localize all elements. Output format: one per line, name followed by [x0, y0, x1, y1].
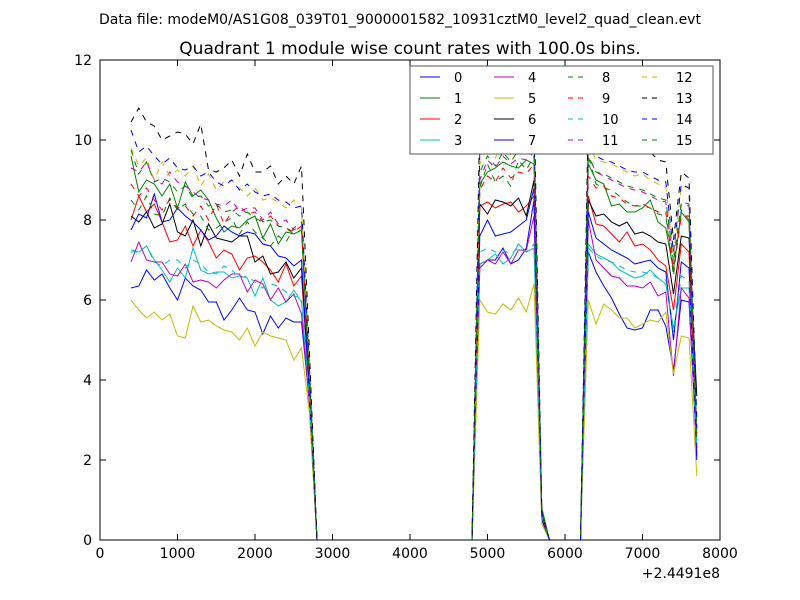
- series-14-line: [130, 126, 698, 540]
- x-tick-label: 4000: [392, 546, 428, 562]
- legend-label-13: 13: [676, 92, 693, 107]
- series-13-line: [130, 93, 698, 540]
- legend-label-6: 6: [528, 113, 536, 128]
- legend-label-1: 1: [454, 92, 462, 107]
- series-15-line: [130, 142, 698, 540]
- y-tick-label: 4: [83, 373, 92, 389]
- y-tick-label: 8: [83, 213, 92, 229]
- legend-label-7: 7: [528, 134, 536, 149]
- legend-label-4: 4: [528, 71, 536, 86]
- legend-box: [409, 65, 714, 155]
- legend-label-2: 2: [454, 113, 462, 128]
- y-tick-label: 6: [83, 293, 92, 309]
- x-tick-label: 1000: [160, 546, 196, 562]
- legend-label-12: 12: [676, 71, 693, 86]
- x-tick-label: 3000: [315, 546, 351, 562]
- series-5-line: [130, 283, 698, 540]
- x-tick-label: 0: [96, 546, 105, 562]
- series-4-line: [130, 215, 698, 540]
- legend-label-0: 0: [454, 71, 462, 86]
- series-9-line: [130, 162, 698, 540]
- legend-label-11: 11: [602, 134, 619, 149]
- series-3-line: [130, 242, 698, 540]
- x-tick-label: 5000: [470, 546, 506, 562]
- legend-label-8: 8: [602, 71, 610, 86]
- legend-label-5: 5: [528, 92, 536, 107]
- legend-label-15: 15: [676, 134, 693, 149]
- x-tick-label: 2000: [237, 546, 273, 562]
- chart-title: Quadrant 1 module wise count rates with …: [179, 39, 640, 59]
- series-8-line: [130, 154, 698, 540]
- x-tick-label: 6000: [547, 546, 583, 562]
- legend-label-14: 14: [676, 113, 693, 128]
- series-layer: [130, 93, 698, 540]
- x-tick-label: 8000: [702, 546, 738, 562]
- series-11-line: [130, 150, 698, 540]
- series-6-line: [130, 179, 698, 540]
- figure-suptitle: Data file: modeM0/AS1G08_039T01_90000015…: [99, 12, 701, 28]
- series-12-line: [130, 138, 698, 540]
- legend-label-10: 10: [602, 113, 619, 128]
- y-tick-label: 0: [83, 533, 92, 549]
- series-1-line: [130, 155, 698, 540]
- y-tick-label: 2: [83, 453, 92, 469]
- legend-label-9: 9: [602, 92, 610, 107]
- ticks-layer: 0 1000 2000 3000 4000 5000 6000 7000 80000246810…: [74, 53, 738, 562]
- x-tick-label: 7000: [625, 546, 661, 562]
- series-0-line: [130, 199, 698, 540]
- y-tick-label: 12: [74, 53, 92, 69]
- y-tick-label: 10: [74, 133, 92, 149]
- series-2-line: [130, 194, 698, 540]
- series-10-line: [131, 242, 698, 540]
- series-7-line: [130, 187, 698, 540]
- x-offset-label: +2.4491e8: [642, 566, 720, 582]
- legend-label-3: 3: [454, 134, 462, 149]
